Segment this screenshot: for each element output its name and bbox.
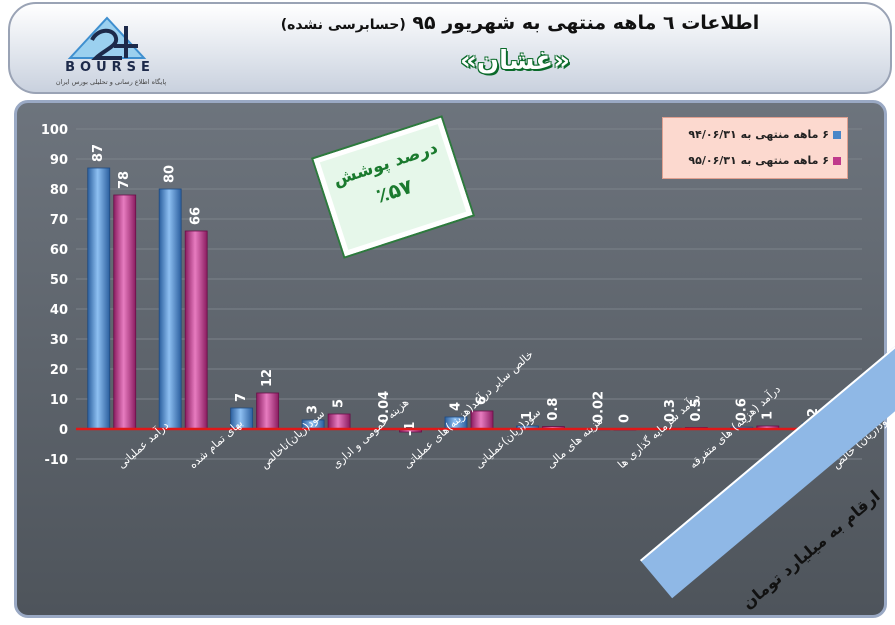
page-title: اطلاعات ٦ ماهه منتهی به شهریور ۹۵ (حسابر…	[210, 12, 830, 34]
data-label: 66	[189, 207, 204, 225]
logo-brand-text: BOURSE	[65, 60, 155, 75]
y-tick-label: 70	[50, 213, 68, 228]
data-label: 6	[475, 396, 490, 405]
logo-tagline: پایگاه اطلاع رسانی و تحلیلی بورس ایران	[55, 78, 167, 86]
chart-legend: ۶ ماهه منتهی به ۹۴/۰۶/۳۱ ۶ ماهه منتهی به…	[662, 117, 848, 179]
y-tick-label: 60	[50, 243, 68, 258]
y-tick-label: 40	[50, 303, 68, 318]
legend-item-series-2: ۶ ماهه منتهی به ۹۵/۰۶/۳۱	[671, 154, 841, 167]
data-label: 2	[806, 408, 821, 417]
header-panel	[8, 2, 892, 94]
data-label: 0.6	[734, 398, 749, 421]
bar-series-1	[87, 167, 111, 430]
data-label: 0	[617, 414, 632, 423]
data-label: 0.5	[689, 398, 704, 421]
data-label: 87	[91, 144, 106, 162]
y-tick-label: 30	[50, 333, 68, 348]
data-label: 80	[163, 165, 178, 183]
y-tick-label: -10	[45, 453, 69, 468]
data-label: 7	[234, 393, 249, 402]
bar-series-2	[113, 194, 137, 430]
y-tick-label: 100	[41, 123, 68, 138]
data-label: 4	[449, 402, 464, 411]
legend-label-series-1: ۶ ماهه منتهی به ۹۴/۰۶/۳۱	[688, 128, 829, 141]
legend-swatch-series-2	[833, 157, 841, 165]
bar-series-1	[158, 188, 182, 430]
data-label: 12	[260, 369, 275, 387]
data-label: 3	[306, 405, 321, 414]
data-label: 5	[332, 399, 347, 408]
title-note: (حسابرسی نشده)	[280, 17, 406, 33]
y-tick-label: 10	[50, 393, 68, 408]
bourse-logo	[22, 10, 192, 90]
data-label: 78	[117, 171, 132, 189]
data-label: 1	[520, 411, 535, 420]
y-tick-label: 50	[50, 273, 68, 288]
bar-series-2	[327, 413, 351, 430]
y-tick-label: 20	[50, 363, 68, 378]
data-label: 0.3	[663, 399, 678, 422]
data-label: 0.02	[591, 391, 606, 423]
y-tick-label: 80	[50, 183, 68, 198]
bar-series-2	[256, 392, 280, 430]
bar-series-2	[470, 410, 494, 430]
data-label: 1	[760, 411, 775, 420]
data-label: 0.04	[377, 391, 392, 423]
company-name: «غشان»	[460, 46, 570, 76]
x-tick-label: خالص سایر درآمد(هزینه)های عملیاتی	[400, 347, 536, 471]
legend-swatch-series-1	[833, 131, 841, 139]
title-main: اطلاعات ٦ ماهه منتهی به شهریور ۹۵	[412, 12, 760, 34]
bar-series-2	[184, 230, 208, 430]
y-tick-label: 0	[59, 423, 68, 438]
y-tick-label: 90	[50, 153, 68, 168]
x-tick-label: هزینه های مالی	[544, 414, 605, 471]
legend-label-series-2: ۶ ماهه منتهی به ۹۵/۰۶/۳۱	[688, 154, 829, 167]
logo-emblem-icon	[67, 16, 147, 60]
data-label: 0.8	[546, 398, 561, 421]
legend-item-series-1: ۶ ماهه منتهی به ۹۴/۰۶/۳۱	[671, 128, 841, 141]
